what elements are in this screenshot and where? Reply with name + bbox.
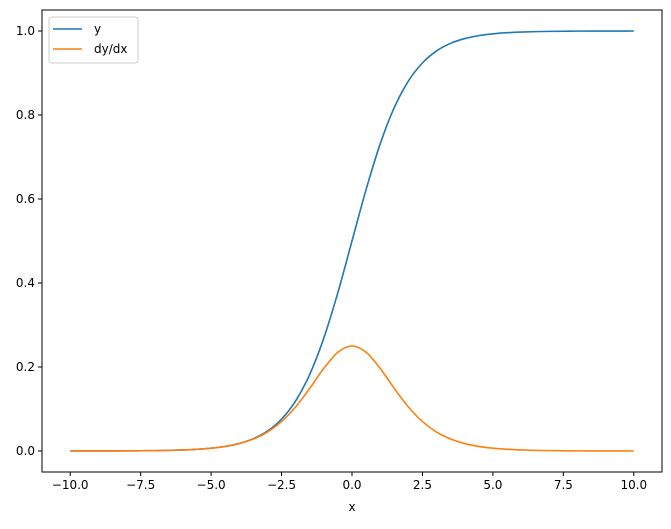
legend: y dy/dx [48,16,139,64]
series-line-y [70,30,634,452]
y-tick-label: 0.8 [16,108,35,122]
x-tick-label: 10.0 [620,478,647,492]
x-tick-label: −10.0 [52,478,89,492]
x-tick-label: −5.0 [197,478,226,492]
x-tick-label: −7.5 [126,478,155,492]
series-lines [70,30,634,452]
x-tick-label: 5.0 [483,478,502,492]
x-tick-label: 0.0 [342,478,361,492]
y-tick-label: 1.0 [16,24,35,38]
legend-label-y: y [94,22,101,36]
y-tick-label: 0.6 [16,192,35,206]
y-tick-label: 0.4 [16,276,35,290]
legend-label-dydx: dy/dx [94,42,127,56]
y-tick-label: 0.2 [16,360,35,374]
y-ticks: 0.0 0.2 0.4 0.6 0.8 1.0 [16,24,42,458]
x-axis-label: x [348,500,355,514]
x-ticks: −10.0 −7.5 −5.0 −2.5 0.0 2.5 5.0 7.5 10.0 [52,472,647,492]
x-tick-label: −2.5 [267,478,296,492]
x-tick-label: 7.5 [554,478,573,492]
y-tick-label: 0.0 [16,444,35,458]
x-tick-label: 2.5 [413,478,432,492]
series-line-dydx [70,345,634,452]
